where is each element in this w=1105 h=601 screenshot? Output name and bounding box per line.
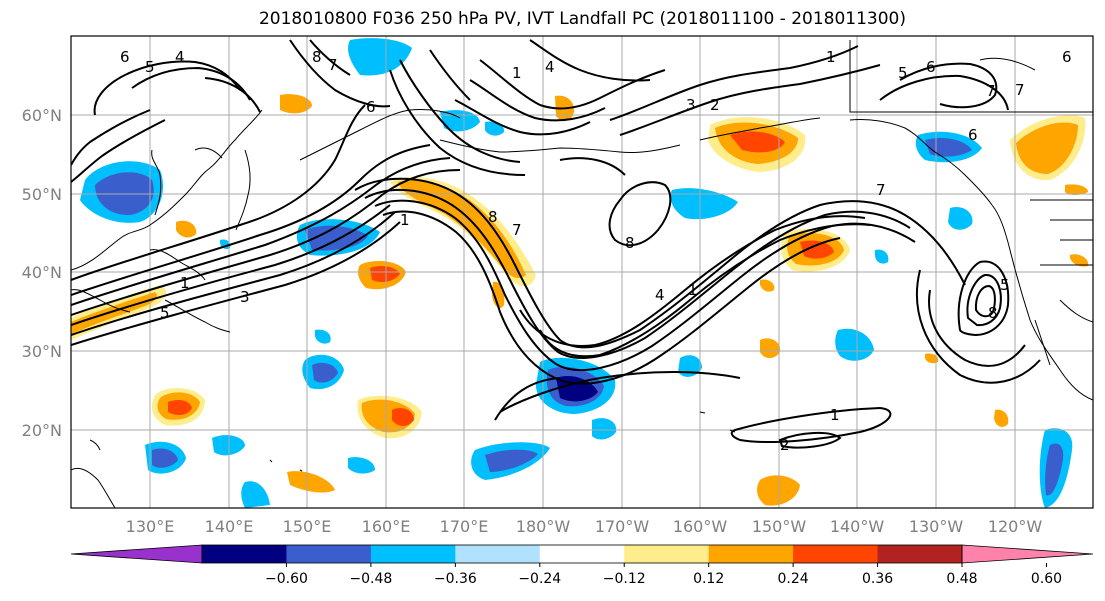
contour-label: 8 xyxy=(312,48,322,66)
colorbar-swatch xyxy=(202,545,287,563)
contour-label: 8 xyxy=(988,304,998,322)
contour-label: 1 xyxy=(512,64,522,82)
colorbar-extend-low xyxy=(70,544,203,564)
colorbar-tick-label: −0.36 xyxy=(434,571,477,587)
contour-label: 2 xyxy=(780,436,790,454)
contour-label: 7 xyxy=(328,56,338,74)
contour-label: 7 xyxy=(986,82,996,100)
lon-label: 160°W xyxy=(673,517,728,536)
colorbar-tick-label: −0.48 xyxy=(349,571,392,587)
colorbar: −0.60 −0.48 −0.36 −0.24 −0.12 0.12 0.24 0.36 0.4… xyxy=(70,544,1094,587)
contour-label: 6 xyxy=(1062,48,1072,66)
colorbar-frame xyxy=(201,544,963,564)
contour-label: 4 xyxy=(545,58,555,76)
contour-label: 4 xyxy=(655,286,665,304)
contour-label: 6 xyxy=(120,48,130,66)
colorbar-tick-label: 0.12 xyxy=(693,571,724,587)
contour-label: 6 xyxy=(926,58,936,76)
colorbar-swatch xyxy=(370,545,456,563)
map-title: 2018010800 F036 250 hPa PV, IVT Landfall… xyxy=(258,9,906,29)
lat-label: 40°N xyxy=(22,263,62,282)
lat-label: 60°N xyxy=(22,106,62,125)
lon-label: 160°E xyxy=(362,517,411,536)
lon-label: 170°W xyxy=(595,517,650,536)
contour-label: 1 xyxy=(180,274,190,292)
contour-label: 6 xyxy=(968,126,978,144)
latitude-labels: 60°N 50°N 40°N 30°N 20°N xyxy=(22,106,62,440)
contour-label: 5 xyxy=(898,64,908,82)
coastlines xyxy=(71,40,1093,508)
contour-label: 5 xyxy=(145,58,155,76)
colorbar-swatch xyxy=(708,545,794,563)
map-frame xyxy=(70,35,1094,509)
lon-label: 170°E xyxy=(440,517,489,536)
pv-contours xyxy=(71,39,1041,449)
contour-label: 8 xyxy=(488,208,498,226)
contour-label: 2 xyxy=(710,96,720,114)
contour-label: 5 xyxy=(160,304,170,322)
colorbar-tick-label: 0.24 xyxy=(778,571,809,587)
contour-label: 8 xyxy=(625,234,635,252)
colorbar-swatch xyxy=(793,545,879,563)
colorbar-swatch xyxy=(455,545,541,563)
contour-label: 7 xyxy=(876,181,886,199)
colorbar-extend-high xyxy=(961,544,1094,564)
lon-label: 150°W xyxy=(752,517,807,536)
lon-label: 130°E xyxy=(126,517,175,536)
contour-label: 6 xyxy=(366,98,376,116)
map-body: 6 5 4 8 7 6 1 4 3 2 1 5 6 7 6 8 7 8 4 1 … xyxy=(71,36,1093,508)
lat-label: 20°N xyxy=(22,421,62,440)
colorbar-tick-label: 0.36 xyxy=(862,571,893,587)
colorbar-tick-label: −0.24 xyxy=(518,571,561,587)
lon-label: 140°E xyxy=(205,517,254,536)
graticule xyxy=(71,36,1093,508)
contour-label: 5 xyxy=(1000,276,1010,294)
lon-label: 180°W xyxy=(516,517,571,536)
colorbar-swatch xyxy=(624,545,710,563)
colorbar-swatch xyxy=(286,545,372,563)
contour-label: 1 xyxy=(830,406,840,424)
contour-label: 4 xyxy=(175,48,185,66)
longitude-labels: 130°E 140°E 150°E 160°E 170°E 180°W 170°… xyxy=(126,517,1043,536)
lat-label: 30°N xyxy=(22,342,62,361)
pv-contour-labels: 6 5 4 8 7 6 1 4 3 2 1 5 6 7 6 8 7 8 4 1 … xyxy=(120,48,1072,454)
colorbar-tick-label: 0.60 xyxy=(1031,571,1062,587)
contour-label: 3 xyxy=(240,288,250,306)
lon-label: 130°W xyxy=(909,517,964,536)
colorbar-tick-label: −0.60 xyxy=(265,571,308,587)
lon-label: 150°E xyxy=(283,517,332,536)
colorbar-swatch xyxy=(539,545,625,563)
colorbar-tick-label: −0.12 xyxy=(603,571,646,587)
lon-label: 120°W xyxy=(988,517,1043,536)
colorbar-swatch xyxy=(877,545,963,563)
contour-label: 7 xyxy=(512,221,522,239)
colorbar-tick-label: 0.48 xyxy=(946,571,977,587)
lat-label: 50°N xyxy=(22,185,62,204)
lon-label: 140°W xyxy=(830,517,885,536)
contour-label: 1 xyxy=(826,48,836,66)
contour-label: 1 xyxy=(688,281,698,299)
contour-label: 1 xyxy=(400,211,410,229)
contour-label: 3 xyxy=(686,96,696,114)
contour-label: 7 xyxy=(1015,81,1025,99)
